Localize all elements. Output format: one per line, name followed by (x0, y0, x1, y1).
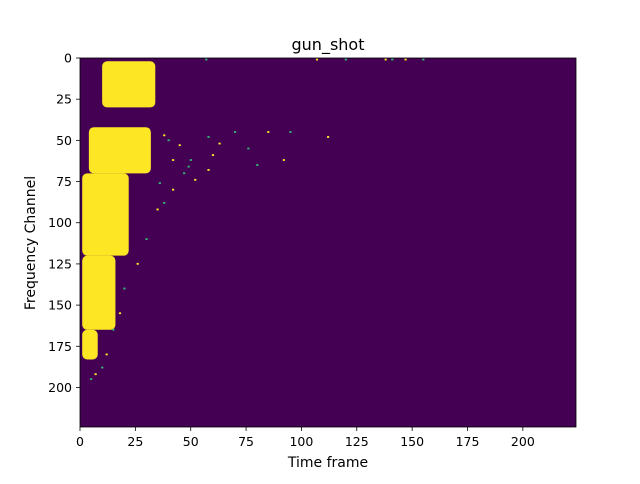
x-axis-label: Time frame (287, 455, 368, 471)
x-tick-label: 50 (183, 434, 199, 449)
heatmap-active-cell (247, 147, 250, 150)
heatmap-active-cell (183, 172, 186, 175)
heatmap-active-cell (118, 312, 122, 315)
x-tick-label: 0 (76, 434, 84, 449)
heatmap-active-cell (205, 58, 208, 61)
heatmap-active-region (82, 255, 116, 330)
heatmap-active-cell (207, 136, 210, 138)
x-tick-label: 175 (456, 434, 480, 449)
y-tick-label: 200 (48, 380, 72, 395)
heatmap-active-cell (384, 58, 387, 61)
chart-title: gun_shot (292, 35, 365, 55)
heatmap-active-cell (178, 144, 181, 147)
heatmap-active-cell (289, 131, 292, 133)
heatmap-active-region (102, 61, 156, 108)
heatmap-active-cell (422, 58, 425, 61)
heatmap-active-cell (344, 58, 347, 61)
x-tick-label: 75 (238, 434, 254, 449)
x-axis-ticks: 0 25 50 75 100 125 150 175 200 (76, 427, 535, 449)
heatmap-active-cell (327, 136, 330, 138)
heatmap-active-cell (156, 208, 159, 211)
heatmap-active-cell (163, 201, 166, 204)
heatmap-active-cell (172, 188, 175, 191)
y-tick-label: 25 (56, 92, 72, 107)
y-tick-label: 100 (48, 215, 72, 230)
heatmap-active-region (82, 329, 98, 360)
y-axis-label: Frequency Channel (23, 176, 39, 310)
x-tick-label: 100 (289, 434, 313, 449)
heatmap-active-cell (234, 131, 237, 133)
y-tick-label: 0 (64, 51, 72, 66)
y-tick-label: 175 (48, 339, 72, 354)
heatmap-active-cell (256, 164, 259, 166)
x-tick-label: 25 (127, 434, 143, 449)
heatmap-active-cell (145, 238, 148, 241)
x-tick-label: 150 (400, 434, 424, 449)
heatmap-active-cell (167, 139, 170, 142)
heatmap-active-region (82, 173, 129, 256)
heatmap-active-cell (105, 353, 108, 356)
heatmap-active-cell (172, 159, 175, 161)
heatmap-active-cell (282, 159, 285, 161)
heatmap-active-cell (136, 262, 139, 265)
heatmap-background (80, 58, 576, 427)
x-tick-label: 125 (345, 434, 369, 449)
heatmap-active-cell (315, 58, 319, 61)
heatmap-active-cell (189, 159, 192, 161)
heatmap-active-cell (163, 134, 166, 137)
y-tick-label: 150 (48, 298, 72, 313)
y-axis-ticks: 0 25 50 75 100 125 150 175 200 (48, 51, 80, 395)
plot-frame (79, 57, 577, 428)
heatmap-active-cell (391, 58, 394, 61)
heatmap-active-cell (187, 165, 190, 168)
plot-area (79, 57, 577, 428)
heatmap-active-cell (207, 169, 210, 171)
y-tick-label: 50 (56, 133, 72, 148)
heatmap-active-cell (267, 131, 270, 133)
heatmap-active-cell (218, 142, 221, 145)
heatmap-active-cell (94, 373, 97, 376)
heatmap-active-cell (123, 287, 126, 290)
heatmap-active-cell (112, 328, 115, 331)
heatmap-active-cell (211, 154, 215, 156)
heatmap-active-cell (158, 182, 161, 184)
x-tick-label: 200 (511, 434, 535, 449)
y-tick-label: 125 (48, 256, 72, 271)
heatmap-active-cell (90, 378, 93, 381)
heatmap-active-cell (194, 178, 197, 181)
heatmap-active-cell (404, 58, 407, 61)
heatmap-active-cell (101, 366, 104, 369)
heatmap-active-region (88, 127, 151, 174)
y-tick-label: 75 (56, 174, 72, 189)
